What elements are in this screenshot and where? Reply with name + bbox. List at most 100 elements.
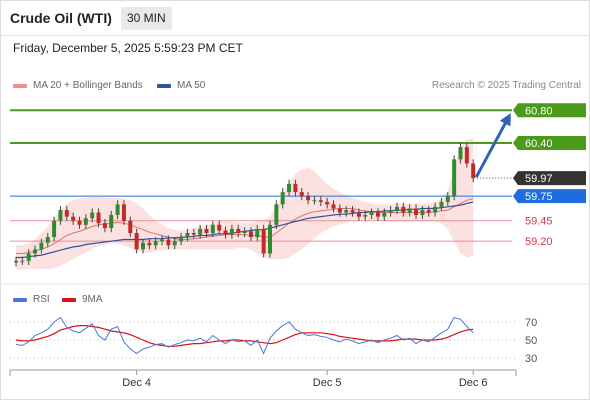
candle-body (153, 241, 158, 246)
candle-body (210, 224, 215, 233)
candle-body (293, 183, 298, 193)
candle-body (420, 210, 425, 215)
candle-body (407, 208, 412, 213)
candle-body (331, 204, 336, 209)
candle-body (356, 212, 361, 217)
candle-body (318, 200, 323, 202)
time-axis-label: Dec 6 (459, 377, 488, 389)
timestamp: Friday, December 5, 2025 5:59:23 PM CET (13, 41, 243, 55)
rsi-tick-label: 30 (525, 353, 537, 365)
rsi-tick-label: 50 (525, 335, 537, 347)
candle-body (134, 233, 139, 250)
candle-body (172, 241, 177, 246)
candle-body (128, 220, 133, 233)
candle-body (433, 206, 438, 213)
level-tag-support: 59.45 (525, 216, 553, 228)
candle-body (337, 208, 342, 213)
level-tag-support: 59.20 (525, 236, 553, 248)
candle-body (458, 147, 463, 160)
candle-body (325, 201, 330, 205)
level-tag-resistance: 60.80 (525, 105, 553, 117)
candle-body (452, 159, 457, 197)
candle-body (414, 208, 419, 215)
candle-body (52, 220, 57, 238)
credit-text: Research © 2025 Trading Central (431, 80, 581, 91)
candle-body (280, 192, 285, 205)
level-tag-bg-resistance (513, 103, 586, 118)
candle-body (185, 233, 190, 238)
rsi-line (15, 316, 474, 355)
candle-body (439, 201, 444, 207)
candle-body (109, 215, 114, 229)
time-axis-label: Dec 4 (122, 377, 151, 389)
legend-rsi-label: RSI (33, 294, 50, 305)
candle-body (58, 210, 63, 221)
candle-body (388, 210, 393, 213)
level-tag-pivot: 59.75 (525, 191, 553, 203)
legend-ma50: MA 50 (157, 80, 205, 91)
candle-body (274, 204, 279, 225)
candle-body (198, 228, 203, 235)
instrument-title: Crude Oil (WTI) (10, 10, 112, 26)
candle-body (287, 183, 292, 193)
candle-body (306, 196, 311, 201)
legend-ma9: 9MA (62, 294, 103, 305)
candle-body (191, 233, 196, 235)
candle-body (71, 216, 76, 221)
level-tag-bg-last (513, 171, 586, 186)
candle-body (179, 237, 184, 242)
candle-body (426, 210, 431, 213)
legend-ma9-label: 9MA (82, 294, 103, 305)
candle-body (90, 212, 95, 219)
candle-body (14, 260, 18, 263)
candle-body (471, 163, 476, 179)
ma20-swatch (13, 83, 27, 88)
candle-body (350, 210, 355, 213)
candle-body (382, 212, 387, 217)
candle-body (299, 192, 304, 197)
rsi-swatch (13, 297, 27, 302)
candle-body (141, 242, 145, 250)
candle-body (375, 212, 380, 217)
candle-body (268, 224, 272, 254)
candle-body (204, 228, 209, 233)
timeframe-badge[interactable]: 30 MIN (121, 7, 172, 30)
candle-body (464, 147, 469, 164)
time-axis-label: Dec 5 (313, 377, 342, 389)
candle-body (312, 200, 317, 202)
candle-body (344, 210, 349, 213)
candle-body (395, 206, 399, 211)
legend-rsi: RSI (13, 294, 50, 305)
legend-ma20-bb: MA 20 + Bollinger Bands (13, 80, 143, 91)
candle-body (121, 204, 126, 221)
candle-body (363, 215, 368, 217)
legend-ma20-label: MA 20 + Bollinger Bands (33, 80, 143, 91)
candle-body (102, 223, 107, 229)
candle-body (147, 242, 152, 246)
candle-body (160, 239, 165, 242)
candle-body (39, 242, 44, 250)
forecast-arrow-shaft (474, 117, 510, 178)
candle-body (83, 218, 88, 225)
candle-body (401, 206, 406, 213)
level-tag-resistance: 60.40 (525, 138, 553, 150)
bollinger-band (16, 138, 474, 270)
candle-body (96, 212, 101, 224)
candle-body (255, 228, 260, 238)
legend-ma50-label: MA 50 (177, 80, 206, 91)
candle-body (77, 220, 82, 225)
candle-body (33, 249, 38, 254)
candle-body (115, 204, 120, 215)
level-tag-bg-resistance (513, 136, 586, 150)
level-tag-bg-pivot (513, 189, 586, 204)
candle-body (26, 253, 31, 261)
candle-body (369, 212, 374, 215)
level-tag-last: 59.97 (525, 173, 553, 185)
rsi-tick-label: 70 (525, 317, 537, 329)
candle-body (236, 228, 241, 233)
ma50-swatch (157, 83, 171, 88)
candle-body (223, 230, 228, 235)
candle-body (248, 231, 253, 238)
forecast-arrow-head (499, 112, 511, 127)
